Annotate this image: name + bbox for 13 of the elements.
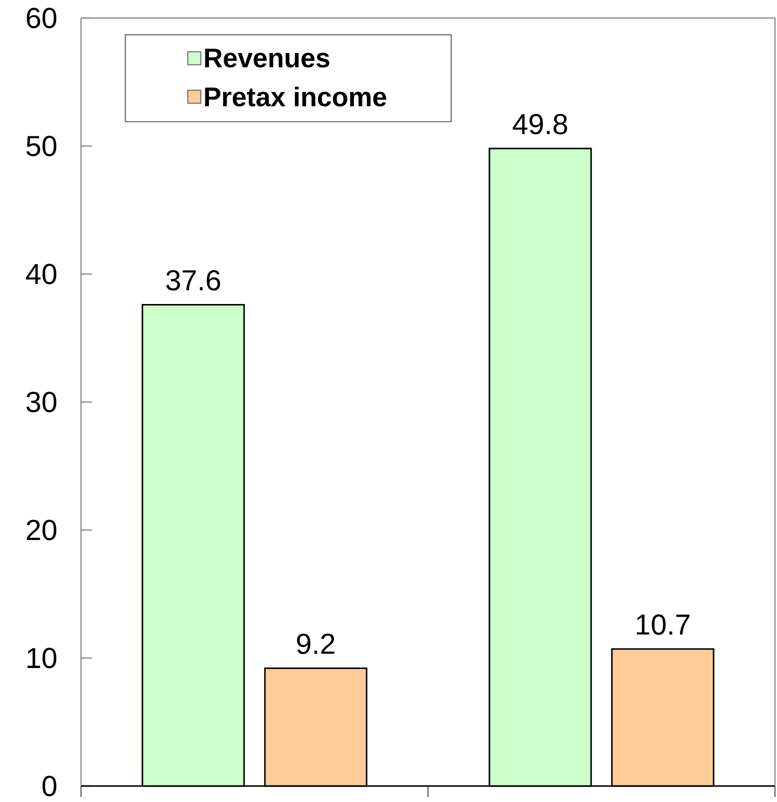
data-label: 37.6 [166,270,220,291]
y-tick-label: 30 [26,392,56,412]
data-label: 49.8 [512,114,568,134]
y-tick-label: 20 [26,520,56,540]
y-tick-label: 50 [26,136,56,156]
legend-label: Revenues [205,48,330,68]
legend-label: Pretax income [205,86,386,106]
data-label: 9.2 [297,634,334,654]
y-tick-label: 0 [42,776,56,796]
data-label: 10.7 [636,614,690,635]
y-tick-label: 10 [28,648,56,668]
y-tick-label: 60 [26,8,56,28]
y-tick-label: 40 [26,264,56,284]
